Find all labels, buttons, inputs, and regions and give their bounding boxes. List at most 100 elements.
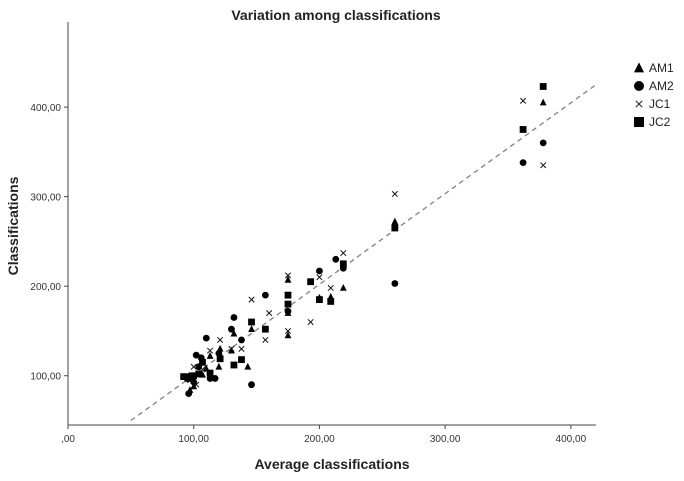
x-marker-stroke [262, 336, 269, 343]
data-point-jc1 [190, 363, 197, 370]
data-point-jc2 [391, 224, 399, 232]
x-marker-stroke [520, 97, 527, 104]
legend-marker-jc2 [634, 117, 644, 127]
data-point-am2 [238, 336, 245, 344]
data-point-am2 [185, 390, 193, 398]
data-point-am1 [339, 283, 347, 291]
data-point-am2 [211, 375, 219, 382]
legend-label-jc1: JC1 [649, 97, 671, 111]
legend-label-jc2: JC2 [649, 115, 671, 129]
data-point-am2 [539, 139, 547, 147]
data-point-jc1 [340, 249, 347, 257]
data-point-am1 [190, 382, 198, 390]
data-point-jc2 [339, 260, 347, 268]
data-point-jc2 [190, 372, 198, 380]
x-axis-label: Average classifications [254, 456, 409, 472]
data-point-jc1 [391, 190, 398, 198]
data-point-am2 [519, 159, 527, 167]
data-point-am2 [284, 307, 292, 315]
data-point-jc2 [180, 373, 188, 381]
y-tick-label: 400,00 [30, 103, 61, 114]
data-point-am1 [206, 352, 214, 359]
x-marker-stroke [238, 345, 245, 352]
x-marker-stroke [206, 347, 214, 354]
x-marker-stroke [217, 336, 224, 343]
y-tick-label: 300,00 [30, 193, 61, 204]
x-marker-stroke [316, 274, 323, 281]
x-marker-stroke [284, 327, 292, 335]
x-marker-stroke [635, 100, 643, 108]
data-point-jc2 [185, 375, 193, 382]
x-marker-stroke [340, 249, 347, 257]
data-point-jc2 [284, 300, 292, 308]
data-point-jc1 [248, 296, 255, 303]
legend-label-am1: AM1 [649, 61, 674, 75]
data-point-jc1 [540, 162, 547, 169]
data-point-jc1 [284, 327, 292, 335]
y-axis-label: Classifications [5, 176, 21, 275]
data-point-am2 [261, 291, 269, 299]
x-marker-stroke [228, 345, 235, 352]
data-point-am1 [216, 344, 224, 352]
data-point-jc2 [199, 358, 206, 366]
data-point-am2 [192, 351, 200, 359]
data-point-jc2 [327, 298, 335, 305]
plot-area: ,00 100,00 200,00 300,00 400,00 100,00 200,00 3… [30, 22, 597, 445]
x-marker-stroke [190, 363, 197, 370]
data-point-am1 [391, 217, 399, 225]
x-marker-stroke [327, 284, 334, 292]
data-point-jc1 [307, 318, 314, 326]
y-tick-label: 200,00 [30, 282, 61, 293]
x-marker-stroke [284, 272, 292, 279]
x-marker-stroke [193, 381, 200, 388]
data-point-am1 [284, 275, 292, 283]
data-point-am2 [316, 267, 323, 275]
data-point-am2 [228, 325, 235, 333]
data-point-am1 [228, 346, 235, 354]
data-point-jc1 [316, 274, 323, 281]
data-point-am2 [332, 255, 340, 263]
data-point-am1 [230, 329, 238, 337]
data-point-jc1 [238, 345, 245, 352]
data-point-am2 [248, 381, 255, 389]
data-point-jc1 [217, 336, 224, 343]
data-point-jc1 [266, 309, 273, 317]
data-point-jc2 [539, 83, 547, 90]
data-point-am2 [391, 280, 399, 287]
data-point-am2 [202, 334, 210, 342]
data-point-jc1 [206, 347, 214, 354]
data-point-am1 [244, 362, 252, 370]
legend-label-am2: AM2 [649, 79, 674, 93]
y-tick-label: 100,00 [30, 372, 61, 383]
data-point-jc2 [261, 325, 269, 333]
legend-marker-am1 [634, 62, 644, 73]
data-point-am1 [284, 331, 292, 339]
data-point-jc2 [206, 369, 214, 377]
data-point-jc2 [238, 356, 245, 364]
data-point-am2 [206, 375, 214, 382]
x-marker-stroke [307, 318, 314, 326]
data-point-jc1 [520, 97, 527, 104]
data-point-jc1 [327, 284, 334, 292]
data-point-jc1 [193, 381, 200, 388]
data-point-jc2 [248, 318, 255, 326]
legend-marker-jc1 [635, 100, 643, 108]
x-marker-stroke [266, 309, 273, 317]
x-tick-label: 400,00 [556, 434, 587, 445]
x-tick-label: 300,00 [430, 434, 461, 445]
legend-marker-am2 [634, 81, 644, 91]
x-marker-stroke [391, 190, 398, 198]
data-point-am2 [215, 349, 223, 357]
x-tick-label: ,00 [61, 434, 75, 445]
data-point-jc1 [284, 272, 292, 279]
data-point-jc2 [216, 355, 224, 363]
data-point-am1 [215, 362, 223, 370]
data-point-jc1 [228, 345, 235, 352]
data-point-jc2 [195, 370, 203, 378]
data-point-jc2 [316, 296, 323, 304]
data-point-am1 [539, 98, 547, 106]
legend: AM1 AM2 JC1 JC2 [634, 61, 674, 129]
data-point-jc2 [519, 126, 527, 133]
x-tick-label: 100,00 [178, 434, 209, 445]
